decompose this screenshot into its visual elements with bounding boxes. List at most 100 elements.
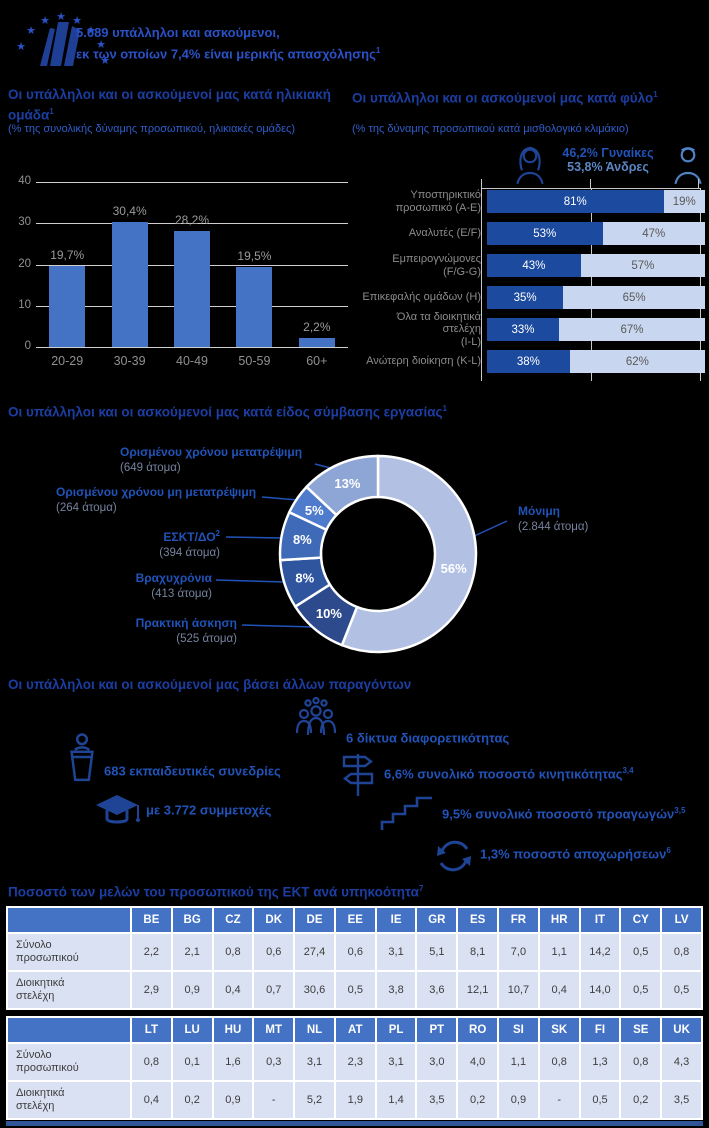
gender-bar-men: 62% xyxy=(569,350,705,373)
table-cell: 0,5 xyxy=(621,972,661,1008)
table-cell: 0,5 xyxy=(621,934,661,970)
gender-legend: 46,2% Γυναίκες 53,8% Άνδρες xyxy=(552,146,664,174)
legend-women: 46,2% Γυναίκες xyxy=(562,146,654,160)
table-cell: 0,4 xyxy=(213,972,253,1008)
svg-text:★: ★ xyxy=(26,24,36,37)
table-header-cell xyxy=(8,908,130,932)
donut-slice xyxy=(340,454,478,654)
table-header-cell: SI xyxy=(499,1018,538,1042)
table-cell: 3,5 xyxy=(417,1082,457,1118)
svg-text:★: ★ xyxy=(40,14,50,27)
gender-bar-women: 33% xyxy=(487,318,559,341)
table-cell: 2,2 xyxy=(132,934,171,970)
table-cell: 14,2 xyxy=(580,934,620,970)
table-cell: 0,2 xyxy=(172,1082,212,1118)
svg-text:★: ★ xyxy=(56,10,66,23)
other-factors-title: Οι υπάλληλοι και οι ασκούμενοί μας βάσει… xyxy=(8,677,412,692)
gender-row: Όλα τα διοικητικά στελέχη (I-L) 33% 67% xyxy=(357,311,707,348)
table-cell: 5,2 xyxy=(295,1082,334,1118)
table-cell: 5,1 xyxy=(417,934,457,970)
table-header-cell: HR xyxy=(539,908,579,932)
gender-bar: 43% 57% xyxy=(487,254,705,277)
table-cell: 0,5 xyxy=(335,972,375,1008)
metric-training: 683 εκπαιδευτικές συνεδρίες xyxy=(104,763,281,779)
table-cell: 4,0 xyxy=(458,1044,498,1080)
grid-line xyxy=(36,223,348,225)
table-cell: 0,8 xyxy=(539,1044,579,1080)
gender-bar-women: 35% xyxy=(487,286,564,309)
svg-text:★: ★ xyxy=(100,54,110,67)
donut-label-permanent: Μόνιμη (2.844 άτομα) xyxy=(518,504,589,533)
age-chart-title: Οι υπάλληλοι και οι ασκούμενοί μας κατά … xyxy=(8,87,332,123)
gender-bar: 53% 47% xyxy=(487,222,705,245)
table-header-cell: SK xyxy=(539,1018,579,1042)
table-header-cell: IT xyxy=(580,908,620,932)
table-header-cell: UK xyxy=(662,1018,701,1042)
table-header-cell: FI xyxy=(580,1018,620,1042)
metric-mobility: 6,6% συνολικό ποσοστό κινητικότητας3,4 xyxy=(384,766,634,782)
table-row-label: Διοικητικά στελέχη xyxy=(8,1082,130,1118)
y-tick-label: 40 xyxy=(18,175,31,187)
table-cell: 0,8 xyxy=(132,1044,171,1080)
legend-men: 53,8% Άνδρες xyxy=(567,160,649,174)
grid-line xyxy=(36,347,348,348)
diversity-people-icon xyxy=(295,696,337,736)
donut-label-escb: ΕΣΚΤ/ΔΟ2 (394 άτομα) xyxy=(159,529,220,559)
age-bar-group: 28,2% xyxy=(161,182,223,347)
gender-category-label: Εμπειρογνώμονες (F/G-G) xyxy=(392,253,481,278)
age-bar xyxy=(298,337,335,347)
gender-bar-women: 81% xyxy=(487,190,664,213)
table-header-cell: NL xyxy=(295,1018,334,1042)
table-cell: 3,0 xyxy=(417,1044,457,1080)
table-cell: 0,8 xyxy=(213,934,253,970)
gender-bar-men: 57% xyxy=(580,254,705,277)
table-header-cell: CY xyxy=(621,908,661,932)
gender-category-label: Αναλυτές (E/F) xyxy=(408,227,481,240)
podium-speaker-icon xyxy=(70,733,94,782)
table-header-cell: SE xyxy=(621,1018,661,1042)
table-cell: 0,3 xyxy=(254,1044,294,1080)
age-bars: 19,7% 30,4% 28,2% 19,5% 2,2% xyxy=(36,182,348,347)
metric-diversity: 6 δίκτυα διαφορετικότητας xyxy=(346,730,510,746)
table-cell: - xyxy=(254,1082,294,1118)
age-bar-value: 19,5% xyxy=(237,248,272,263)
age-bar-value: 28,2% xyxy=(175,212,210,227)
donut-label-short-term: Βραχυχρόνια (413 άτομα) xyxy=(135,571,212,600)
table-header-row: BE BG CZ DK DE EE IE GR ES FR HR IT CY LV xyxy=(8,908,701,932)
metric-resignations: 1,3% ποσοστό αποχωρήσεων6 xyxy=(480,846,671,862)
table-cell: 1,1 xyxy=(539,934,579,970)
table-cell: 30,6 xyxy=(295,972,334,1008)
table-cell: 1,3 xyxy=(580,1044,620,1080)
donut-label-non-convertible: Ορισμένου χρόνου μη μετατρέψιμη (264 άτο… xyxy=(56,485,257,514)
table-header-cell: BE xyxy=(132,908,171,932)
gender-chart-title: Οι υπάλληλοι και οι ασκούμενοί μας κατά … xyxy=(352,90,658,106)
table-header-cell: RO xyxy=(458,1018,498,1042)
table-header-cell: PL xyxy=(376,1018,416,1042)
age-bar xyxy=(174,230,211,347)
table-row-label: Διοικητικά στελέχη xyxy=(8,972,130,1008)
table-header-cell: PT xyxy=(417,1018,457,1042)
table-cell: 0,4 xyxy=(539,972,579,1008)
x-tick-label: 30-39 xyxy=(113,354,146,368)
table-header-row: LT LU HU MT NL AT PL PT RO SI SK FI SE UK xyxy=(8,1018,701,1042)
age-bar-value: 2,2% xyxy=(303,319,331,334)
table-cell: 8,1 xyxy=(458,934,498,970)
age-bar xyxy=(49,265,86,347)
age-bar-group: 30,4% xyxy=(98,182,160,347)
table-cell: 27,4 xyxy=(295,934,334,970)
header-line2: εκ των οποίων 7,4% είναι μερικής απασχόλ… xyxy=(76,46,381,62)
nationality-table-part1: BE BG CZ DK DE EE IE GR ES FR HR IT CY LV Σύνολο προσωπ… xyxy=(6,906,703,1010)
table-cell: 0,9 xyxy=(172,972,212,1008)
table-row: Διοικητικά στελέχη 2,9 0,9 0,4 0,7 30,6 0,5 3,8 3… xyxy=(8,972,701,1008)
gender-row: Επικεφαλής ομάδων (H) 35% 65% xyxy=(357,286,707,309)
age-bar-group: 19,7% xyxy=(36,182,98,347)
gender-row: Αναλυτές (E/F) 53% 47% xyxy=(357,222,707,245)
contract-chart-title: Οι υπάλληλοι και οι ασκούμενοί μας κατά … xyxy=(8,404,447,420)
gender-bar: 35% 65% xyxy=(487,286,705,309)
turnover-arrows-icon xyxy=(437,840,471,872)
nationality-table: BE BG CZ DK DE EE IE GR ES FR HR IT CY LV Σύνολο προσωπ… xyxy=(6,906,703,1010)
table-cell: 0,4 xyxy=(132,1082,171,1118)
y-tick-label: 30 xyxy=(18,216,31,229)
contract-donut-chart: 56% 10% 8% 8% 5% 13% xyxy=(278,454,478,654)
